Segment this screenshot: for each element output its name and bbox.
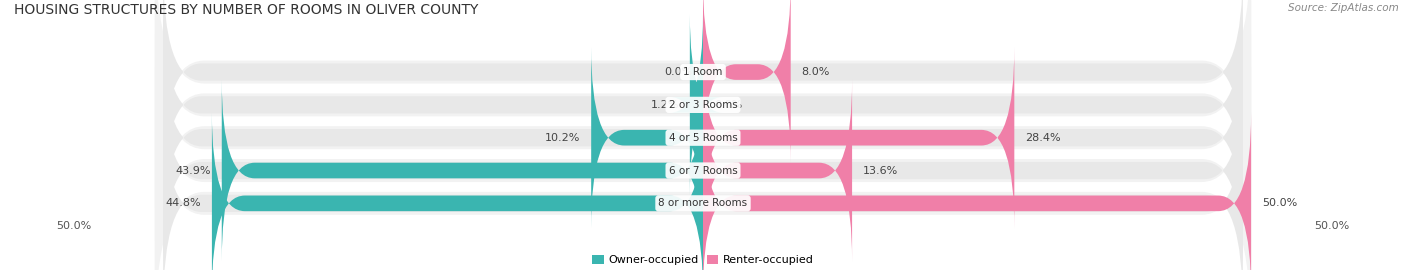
- Text: 50.0%: 50.0%: [56, 221, 91, 231]
- Text: 6 or 7 Rooms: 6 or 7 Rooms: [669, 166, 737, 176]
- FancyBboxPatch shape: [163, 31, 1243, 244]
- Text: HOUSING STRUCTURES BY NUMBER OF ROOMS IN OLIVER COUNTY: HOUSING STRUCTURES BY NUMBER OF ROOMS IN…: [14, 3, 478, 17]
- FancyBboxPatch shape: [155, 0, 1251, 208]
- Text: 50.0%: 50.0%: [1263, 198, 1298, 208]
- FancyBboxPatch shape: [163, 97, 1243, 270]
- FancyBboxPatch shape: [703, 113, 1251, 270]
- FancyBboxPatch shape: [163, 0, 1243, 211]
- FancyBboxPatch shape: [703, 0, 790, 163]
- FancyBboxPatch shape: [703, 47, 1014, 228]
- Text: 43.9%: 43.9%: [176, 166, 211, 176]
- Text: 50.0%: 50.0%: [1315, 221, 1350, 231]
- FancyBboxPatch shape: [222, 80, 703, 261]
- Text: 1.2%: 1.2%: [651, 100, 679, 110]
- Text: 8.0%: 8.0%: [801, 67, 830, 77]
- Text: 4 or 5 Rooms: 4 or 5 Rooms: [669, 133, 737, 143]
- FancyBboxPatch shape: [163, 0, 1243, 178]
- Text: 0.0%: 0.0%: [664, 67, 692, 77]
- Text: 44.8%: 44.8%: [166, 198, 201, 208]
- FancyBboxPatch shape: [671, 14, 723, 195]
- FancyBboxPatch shape: [163, 64, 1243, 270]
- Text: 10.2%: 10.2%: [546, 133, 581, 143]
- Text: 28.4%: 28.4%: [1025, 133, 1062, 143]
- FancyBboxPatch shape: [155, 34, 1251, 270]
- FancyBboxPatch shape: [155, 67, 1251, 270]
- FancyBboxPatch shape: [155, 0, 1251, 241]
- FancyBboxPatch shape: [212, 113, 703, 270]
- Text: 1 Room: 1 Room: [683, 67, 723, 77]
- FancyBboxPatch shape: [155, 1, 1251, 270]
- Text: 0.0%: 0.0%: [714, 100, 742, 110]
- Text: Source: ZipAtlas.com: Source: ZipAtlas.com: [1288, 3, 1399, 13]
- Legend: Owner-occupied, Renter-occupied: Owner-occupied, Renter-occupied: [588, 250, 818, 269]
- Text: 8 or more Rooms: 8 or more Rooms: [658, 198, 748, 208]
- Text: 13.6%: 13.6%: [863, 166, 898, 176]
- Text: 2 or 3 Rooms: 2 or 3 Rooms: [669, 100, 737, 110]
- FancyBboxPatch shape: [703, 80, 852, 261]
- FancyBboxPatch shape: [591, 47, 703, 228]
